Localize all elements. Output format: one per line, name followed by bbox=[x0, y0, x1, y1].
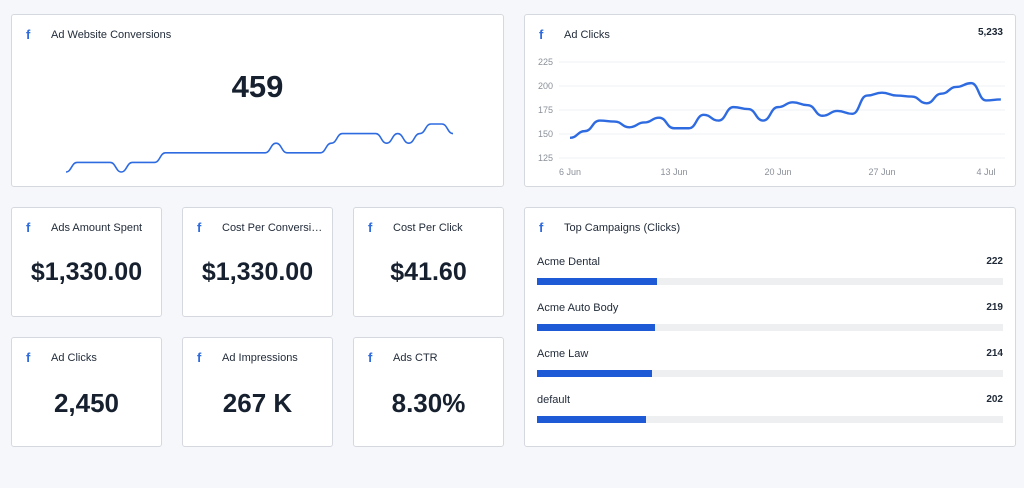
campaign-name: Acme Dental bbox=[537, 256, 600, 268]
y-tick-label: 200 bbox=[538, 81, 553, 91]
x-tick-label: 4 Jul bbox=[976, 167, 995, 177]
metric-value: 267 K bbox=[222, 388, 293, 418]
metric-title: Ad Clicks bbox=[51, 351, 97, 364]
y-tick-label: 150 bbox=[538, 129, 553, 139]
y-tick-label: 175 bbox=[538, 105, 553, 115]
metric-title: Cost Per Conversi… bbox=[222, 221, 323, 234]
conversions-value: 459 bbox=[231, 69, 284, 104]
facebook-icon: f bbox=[368, 220, 373, 235]
metric-card: f Cost Per Click $41.60 bbox=[353, 207, 504, 317]
metric-card: f Ads Amount Spent $1,330.00 bbox=[11, 207, 162, 317]
metric-card: f Cost Per Conversi… $1,330.00 bbox=[182, 207, 333, 317]
campaign-bar-fill bbox=[537, 416, 646, 423]
metric-title: Ads Amount Spent bbox=[51, 221, 143, 234]
card-title: Ad Website Conversions bbox=[51, 28, 172, 41]
x-tick-label: 13 Jun bbox=[660, 167, 687, 177]
campaign-bar-track bbox=[537, 324, 1003, 331]
facebook-icon: f bbox=[539, 220, 544, 235]
metric-card: f Ad Clicks 2,450 bbox=[11, 337, 162, 447]
card-title: Ad Clicks bbox=[564, 28, 610, 41]
ad-clicks-chart-card: f Ad Clicks 5,233 225 200 175 150 125 6 Jun 13 … bbox=[524, 14, 1016, 187]
y-tick-label: 125 bbox=[538, 153, 553, 163]
ad-clicks-total: 5,233 bbox=[977, 27, 1003, 38]
facebook-icon: f bbox=[26, 220, 31, 235]
facebook-icon: f bbox=[539, 27, 544, 42]
metric-value: $1,330.00 bbox=[201, 258, 314, 286]
metric-title: Cost Per Click bbox=[393, 221, 463, 234]
x-tick-label: 20 Jun bbox=[764, 167, 791, 177]
x-tick-label: 27 Jun bbox=[868, 167, 895, 177]
y-tick-label: 225 bbox=[538, 57, 553, 67]
metric-title: Ad Impressions bbox=[222, 351, 298, 364]
ad-clicks-line-chart: 225 200 175 150 125 6 Jun 13 Jun 20 Jun 27 Jun 4 … bbox=[538, 57, 1005, 177]
metric-value: 2,450 bbox=[53, 388, 120, 418]
metric-card: f Ads CTR 8.30% bbox=[353, 337, 504, 447]
campaign-bar-track bbox=[537, 370, 1003, 377]
campaign-bar-fill bbox=[537, 278, 657, 285]
facebook-icon: f bbox=[26, 350, 31, 365]
campaign-value: 219 bbox=[986, 302, 1003, 313]
ad-website-conversions-card: f Ad Website Conversions 459 bbox=[11, 14, 504, 187]
facebook-icon: f bbox=[26, 27, 31, 42]
facebook-icon: f bbox=[197, 220, 202, 235]
campaign-value: 222 bbox=[986, 256, 1003, 267]
metric-value: $41.60 bbox=[390, 258, 467, 286]
campaign-name: Acme Law bbox=[537, 348, 589, 360]
facebook-icon: f bbox=[197, 350, 202, 365]
campaign-bar-fill bbox=[537, 370, 653, 377]
metric-value: 8.30% bbox=[391, 388, 466, 418]
campaign-name: Acme Auto Body bbox=[537, 302, 619, 314]
campaign-bar-fill bbox=[537, 324, 656, 331]
x-tick-label: 6 Jun bbox=[559, 167, 581, 177]
top-campaigns-card: f Top Campaigns (Clicks) Acme Dental 222 … bbox=[524, 207, 1016, 447]
campaign-value: 202 bbox=[986, 394, 1003, 405]
metric-card: f Ad Impressions 267 K bbox=[182, 337, 333, 447]
conversions-sparkline bbox=[65, 123, 454, 173]
card-title: Top Campaigns (Clicks) bbox=[564, 221, 681, 234]
metric-value: $1,330.00 bbox=[30, 258, 143, 286]
ad-clicks-series-line bbox=[569, 81, 1001, 140]
campaign-bar-track bbox=[537, 278, 1003, 285]
metric-title: Ads CTR bbox=[393, 351, 438, 364]
campaign-name: default bbox=[537, 394, 571, 406]
campaign-value: 214 bbox=[986, 348, 1003, 359]
campaign-bar-track bbox=[537, 416, 1003, 423]
facebook-icon: f bbox=[368, 350, 373, 365]
